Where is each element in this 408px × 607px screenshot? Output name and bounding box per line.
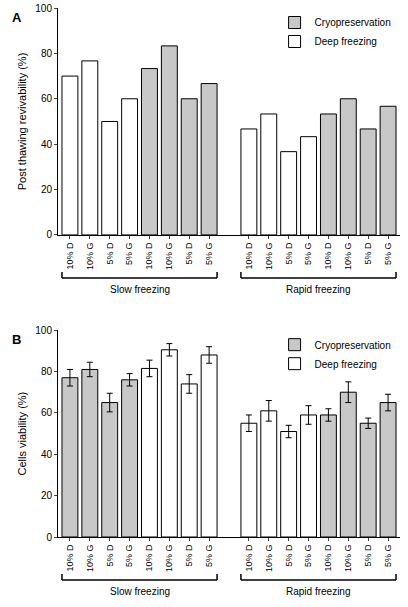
svg-text:10% G: 10% G xyxy=(164,243,174,271)
svg-text:10% G: 10% G xyxy=(264,545,274,573)
svg-text:Rapid freezing: Rapid freezing xyxy=(286,586,350,597)
svg-text:10% G: 10% G xyxy=(85,545,95,573)
svg-text:80: 80 xyxy=(41,48,53,59)
svg-text:5% G: 5% G xyxy=(383,545,393,568)
svg-text:10% D: 10% D xyxy=(144,242,154,270)
svg-text:5% G: 5% G xyxy=(204,243,214,266)
svg-text:10% G: 10% G xyxy=(85,243,95,271)
svg-text:Cryopreservation: Cryopreservation xyxy=(315,340,391,351)
svg-text:100: 100 xyxy=(35,325,52,336)
svg-text:Cryopreservation: Cryopreservation xyxy=(315,17,391,28)
svg-text:5% D: 5% D xyxy=(363,242,373,265)
svg-text:5% G: 5% G xyxy=(383,243,393,266)
svg-text:Deep freezing: Deep freezing xyxy=(315,359,377,370)
svg-text:10% D: 10% D xyxy=(65,242,75,270)
svg-text:0: 0 xyxy=(46,229,52,240)
svg-text:0: 0 xyxy=(46,532,52,543)
svg-text:10% D: 10% D xyxy=(323,242,333,270)
svg-text:5% D: 5% D xyxy=(184,544,194,567)
svg-text:5% G: 5% G xyxy=(303,243,313,266)
svg-text:5% D: 5% D xyxy=(105,544,115,567)
svg-text:20: 20 xyxy=(41,490,53,501)
svg-text:5% G: 5% G xyxy=(125,545,135,568)
svg-text:5% D: 5% D xyxy=(184,242,194,265)
svg-text:20: 20 xyxy=(41,184,53,195)
svg-text:Slow freezing: Slow freezing xyxy=(110,284,170,295)
svg-text:40: 40 xyxy=(41,139,53,150)
svg-text:100: 100 xyxy=(35,3,52,14)
svg-text:5% D: 5% D xyxy=(284,242,294,265)
svg-text:10% D: 10% D xyxy=(244,242,254,270)
svg-text:5% G: 5% G xyxy=(204,545,214,568)
svg-text:60: 60 xyxy=(41,407,53,418)
svg-text:5% D: 5% D xyxy=(105,242,115,265)
svg-text:10% G: 10% G xyxy=(343,545,353,573)
svg-text:A: A xyxy=(12,10,22,25)
svg-text:5% D: 5% D xyxy=(363,544,373,567)
svg-text:10% G: 10% G xyxy=(343,243,353,271)
svg-text:Post thawing revivability (%): Post thawing revivability (%) xyxy=(16,53,28,191)
svg-text:80: 80 xyxy=(41,366,53,377)
svg-text:10% D: 10% D xyxy=(244,544,254,572)
svg-text:10% D: 10% D xyxy=(65,544,75,572)
svg-text:Deep freezing: Deep freezing xyxy=(315,36,377,47)
svg-text:Cells viability (%): Cells viability (%) xyxy=(16,392,28,476)
svg-text:5% G: 5% G xyxy=(125,243,135,266)
svg-text:40: 40 xyxy=(41,449,53,460)
svg-text:5% D: 5% D xyxy=(284,544,294,567)
svg-text:10% D: 10% D xyxy=(323,544,333,572)
svg-text:10% G: 10% G xyxy=(164,545,174,573)
svg-text:5% G: 5% G xyxy=(303,545,313,568)
svg-text:60: 60 xyxy=(41,93,53,104)
svg-text:Slow freezing: Slow freezing xyxy=(110,586,170,597)
svg-text:B: B xyxy=(12,332,21,347)
svg-text:10% G: 10% G xyxy=(264,243,274,271)
svg-text:Rapid freezing: Rapid freezing xyxy=(286,284,350,295)
svg-text:10% D: 10% D xyxy=(144,544,154,572)
